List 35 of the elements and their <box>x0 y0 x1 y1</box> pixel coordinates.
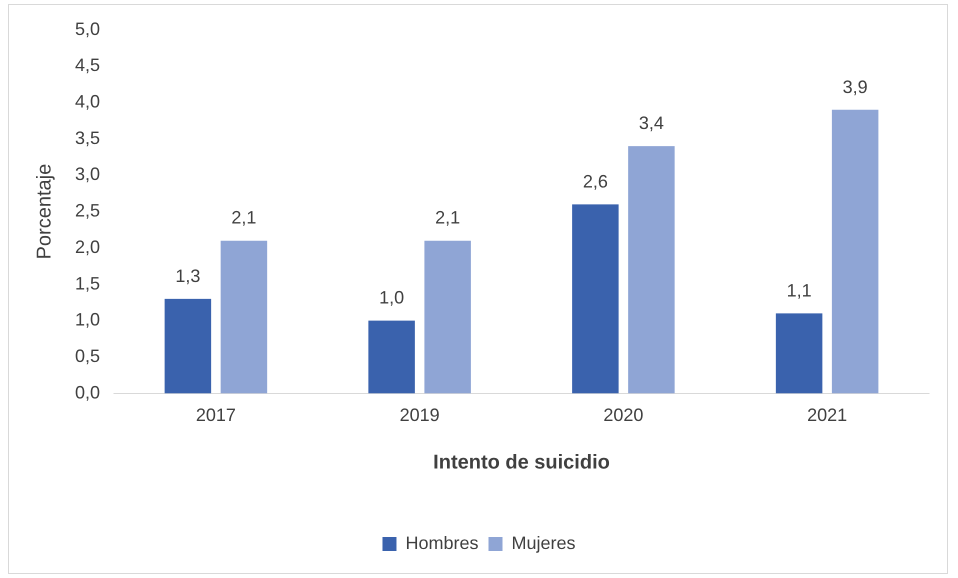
x-tick-label: 2017 <box>196 405 236 426</box>
data-label: 1,3 <box>175 266 200 286</box>
y-tick-label: 1,5 <box>74 273 100 294</box>
y-tick-label: 3,0 <box>74 164 100 184</box>
x-tick-label: 2020 <box>603 405 644 426</box>
y-tick-label: 0,5 <box>74 346 100 366</box>
data-label: 2,1 <box>231 208 256 228</box>
bar <box>424 240 471 394</box>
y-tick-label: 4,5 <box>74 55 100 76</box>
x-tick-label: 2019 <box>400 405 440 426</box>
y-tick-label: 4,0 <box>74 91 100 112</box>
bar <box>832 110 878 394</box>
legend-label: Mujeres <box>512 532 576 553</box>
bar <box>572 204 619 394</box>
data-label: 3,9 <box>842 76 868 97</box>
data-label: 1,1 <box>786 280 812 300</box>
y-tick-label: 2,0 <box>74 236 100 257</box>
y-tick-label: 3,5 <box>74 128 100 148</box>
bar <box>628 146 675 394</box>
bar <box>368 320 415 394</box>
data-label: 2,1 <box>435 208 460 228</box>
y-axis-title: Porcentaje <box>34 164 56 260</box>
y-tick-label: 0,0 <box>74 382 100 402</box>
legend-label: Hombres <box>405 532 479 553</box>
bar <box>164 298 212 394</box>
data-label: 3,4 <box>638 113 664 134</box>
data-label: 2,6 <box>582 171 608 192</box>
y-tick-label: 2,5 <box>74 200 100 221</box>
x-axis-title: Intento de suicidio <box>433 452 610 474</box>
bar <box>776 313 822 394</box>
bar <box>220 240 268 394</box>
y-tick-label: 1,0 <box>74 310 100 330</box>
x-tick-label: 2021 <box>807 405 848 426</box>
y-tick-label: 5,0 <box>74 18 100 39</box>
data-label: 1,0 <box>379 288 404 308</box>
